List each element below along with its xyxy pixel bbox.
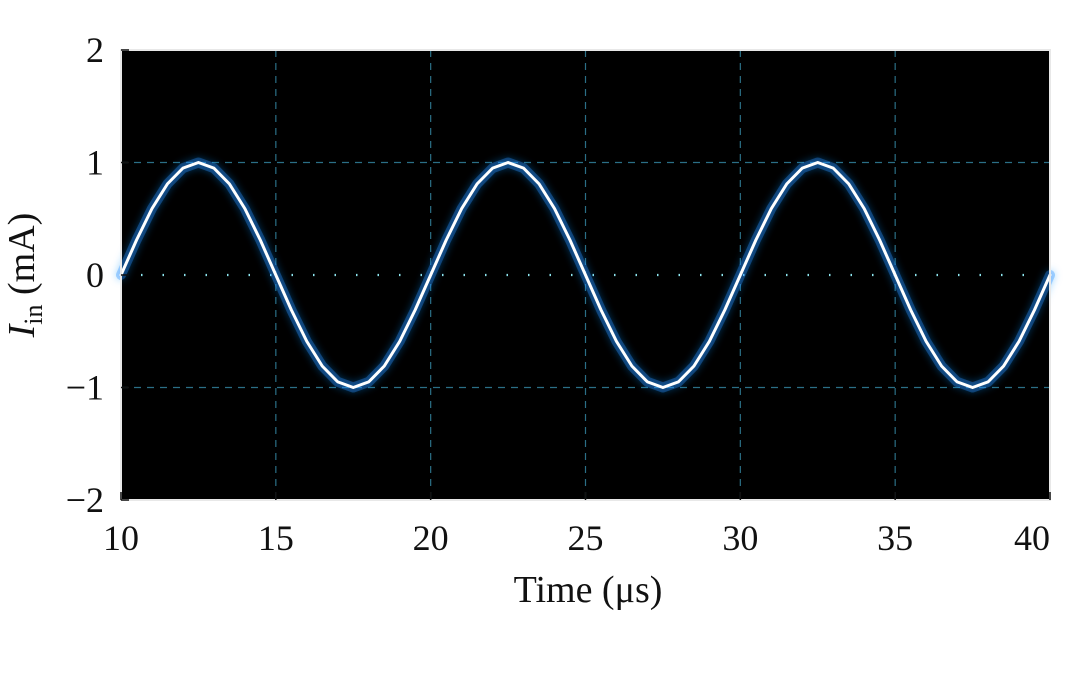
x-tick-label: 15	[258, 518, 294, 558]
x-axis-label: Time (μs)	[514, 569, 663, 611]
x-tick-label: 30	[722, 518, 758, 558]
x-tick-label: 10	[103, 518, 139, 558]
series-layer	[116, 157, 1055, 393]
waveform-line	[119, 161, 1052, 389]
y-axis-label-unit: (mA)	[1, 213, 43, 305]
y-tick-label: −2	[66, 480, 104, 520]
y-tick-label: 1	[86, 143, 104, 183]
y-axis-label-sub: in	[19, 304, 48, 324]
x-tick-label: 35	[877, 518, 913, 558]
y-tick-label: 2	[86, 30, 104, 70]
y-tick-label: 0	[86, 255, 104, 295]
x-tick-label: 20	[413, 518, 449, 558]
x-tick-label: 40	[1014, 518, 1050, 558]
y-axis-label-main: I	[1, 322, 43, 338]
x-tick-label: 25	[568, 518, 604, 558]
y-tick-label: −1	[66, 368, 104, 408]
y-axis-label: Iin (mA)	[1, 213, 48, 339]
